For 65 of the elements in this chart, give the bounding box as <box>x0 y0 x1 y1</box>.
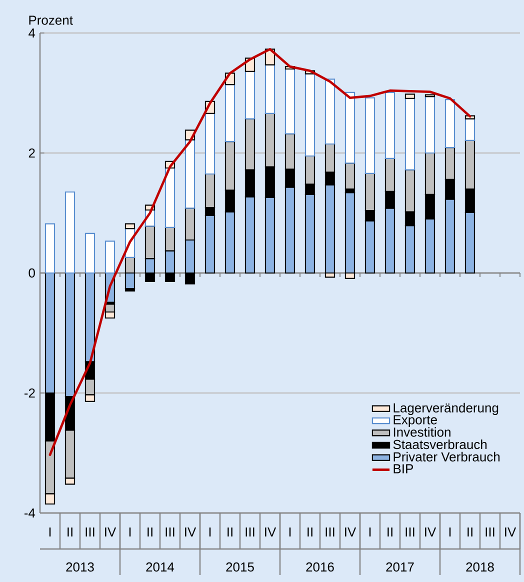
text: 2013 <box>66 562 94 572</box>
bar <box>244 70 256 120</box>
x-tick-label: III <box>86 528 94 536</box>
x-tick-label: II <box>308 528 312 536</box>
x-tick-label: IV <box>425 528 436 536</box>
bar <box>344 92 356 164</box>
x-tick-label: II <box>148 528 152 536</box>
text: 2015 <box>226 562 254 572</box>
y-tick-label: 2 <box>28 148 35 158</box>
y-axis-title: Prozent <box>29 16 73 25</box>
x-tick-label: I <box>129 528 131 536</box>
x-tick-label: I <box>49 528 51 536</box>
x-tick-label: I <box>209 528 211 536</box>
y-tick-label: 0 <box>28 268 35 278</box>
legend-label: Lagerveränderung <box>394 402 498 416</box>
x-tick-label: II <box>68 528 72 536</box>
bar <box>104 240 116 274</box>
x-tick-label: III <box>166 528 174 536</box>
x-tick-label: III <box>486 528 494 536</box>
x-tick-label: IV <box>505 528 516 536</box>
bar <box>404 98 416 170</box>
x-tick-label: I <box>449 528 451 536</box>
bar <box>284 68 296 134</box>
text: 2014 <box>146 562 174 572</box>
text: 2017 <box>386 562 414 572</box>
x-tick-label: III <box>406 528 414 536</box>
bar <box>324 78 336 145</box>
bar <box>44 223 56 274</box>
bar <box>184 139 196 209</box>
x-tick-label: IV <box>345 528 356 536</box>
y-tick-label: -2 <box>24 388 35 398</box>
bar <box>384 92 396 159</box>
bar <box>364 97 376 174</box>
x-tick-label: II <box>388 528 392 536</box>
bar <box>224 84 236 142</box>
legend-label: Privater Verbrauch <box>394 452 500 462</box>
x-tick-label: IV <box>185 528 196 536</box>
bar <box>264 64 276 114</box>
legend-label: Exporte <box>394 415 437 427</box>
text: 2018 <box>466 562 494 572</box>
x-tick-label: II <box>468 528 472 536</box>
bar <box>424 96 436 154</box>
x-tick-label: III <box>246 528 254 536</box>
text: 2016 <box>306 562 334 572</box>
x-tick-label: IV <box>105 528 116 536</box>
bar <box>204 112 216 175</box>
bar <box>124 223 136 230</box>
bar <box>444 99 456 148</box>
x-tick-label: II <box>228 528 232 536</box>
bar <box>304 73 316 157</box>
legend-label: Investition <box>394 427 450 437</box>
bar <box>344 162 356 190</box>
x-tick-label: III <box>326 528 334 536</box>
x-tick-label: IV <box>265 528 276 536</box>
x-tick-label: I <box>289 528 291 536</box>
bar <box>164 167 176 228</box>
bar <box>84 232 96 274</box>
y-tick-label: -4 <box>24 508 36 518</box>
legend-label: Staatsverbrauch <box>393 440 487 450</box>
y-tick-label: 4 <box>28 28 36 38</box>
legend-label: BIP <box>394 464 413 474</box>
bar <box>64 191 76 274</box>
bar <box>404 94 416 99</box>
bar <box>464 118 476 141</box>
x-tick-label: I <box>369 528 371 536</box>
